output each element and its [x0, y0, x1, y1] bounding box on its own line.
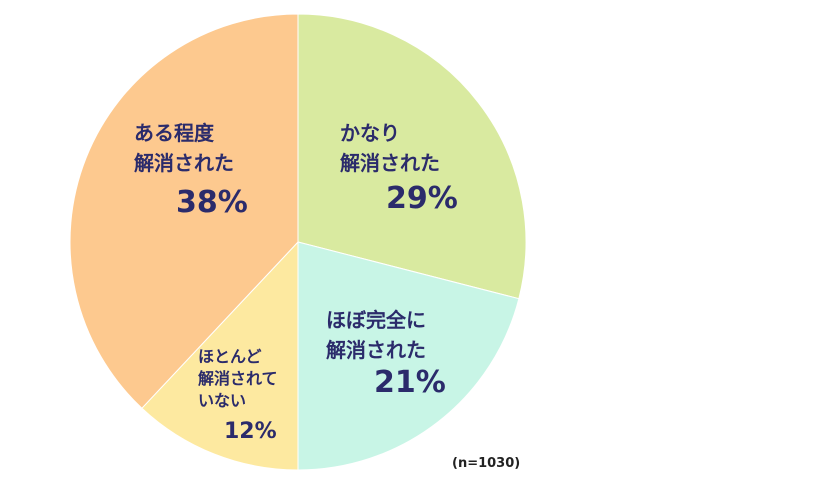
slice-2-percent-label: 21% [374, 365, 446, 400]
slice-1-label-line-2: 解消された [340, 151, 440, 175]
slice-4-label-line-2: 解消された [134, 151, 234, 175]
slice-1-percent-label: 29% [386, 181, 458, 216]
slice-4-percent-label: 38% [176, 185, 248, 220]
slice-3-label-line-2: 解消されて [198, 369, 278, 388]
slice-1-label-line-1: かなり [340, 121, 400, 145]
slice-3-label-line-1: ほとんど [198, 347, 262, 366]
slice-3-percent-label: 12% [224, 419, 277, 444]
slice-2-label-line-1: ほぼ完全に [326, 308, 426, 332]
pie-slice-4 [69, 13, 299, 409]
slice-3-label-line-3: いない [198, 391, 246, 410]
pie-slice-3 [141, 240, 299, 471]
pie-slice-1 [297, 13, 527, 300]
sample-size-note: (n=1030) [452, 456, 521, 471]
pie-slice-2 [297, 241, 520, 471]
slice-2-label-line-2: 解消された [326, 338, 426, 362]
slice-4-label-line-1: ある程度 [134, 121, 215, 145]
